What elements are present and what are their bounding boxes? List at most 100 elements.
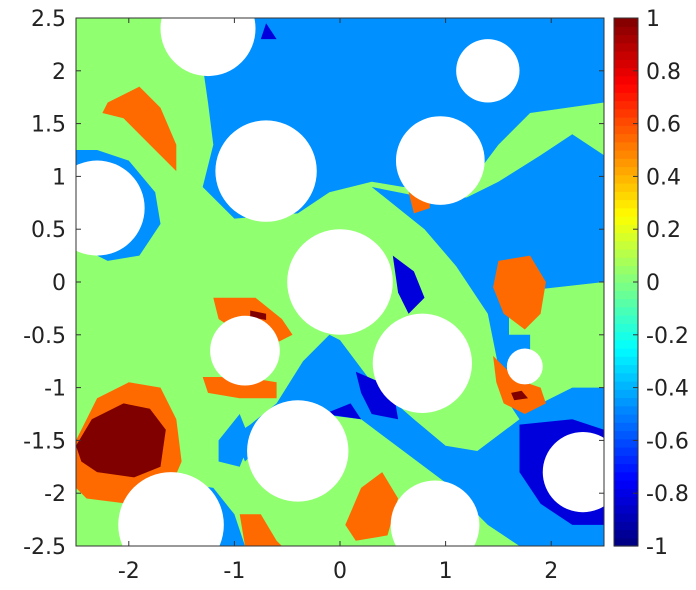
contour-region-4: [218, 414, 251, 467]
colorbar-swatch: [614, 397, 638, 407]
colorbar-swatch: [614, 463, 638, 473]
contour-region-15: [493, 355, 546, 414]
colorbar-tick-label: 0.4: [646, 165, 681, 190]
colorbar-swatch: [614, 480, 638, 489]
colorbar-tick-label: -1: [646, 535, 668, 560]
hole-12: [390, 480, 480, 546]
hole-6: [210, 315, 280, 386]
colorbar-swatch: [614, 273, 638, 283]
contour-region-10: [102, 86, 177, 172]
colorbar-tick-label: 0.6: [646, 113, 681, 138]
hole-2: [395, 116, 485, 205]
colorbar-swatch: [614, 59, 638, 69]
colorbar-swatch: [614, 282, 638, 291]
hole-11: [118, 472, 224, 546]
colorbar-swatch: [614, 372, 638, 382]
colorbar-swatch: [614, 496, 638, 506]
x-axis: -2 -1 0 1 2: [118, 18, 558, 584]
colorbar-swatch: [614, 265, 638, 275]
y-tick-label: -1.5: [23, 429, 66, 454]
x-tick-label: 0: [333, 559, 347, 584]
colorbar-swatch: [614, 108, 638, 118]
colorbar-swatch: [614, 158, 638, 168]
colorbar-swatch: [614, 298, 638, 308]
colorbar-swatch: [614, 26, 638, 36]
colorbar-swatch: [614, 191, 638, 201]
contour-region-6: [355, 371, 399, 420]
contour-region-21: [511, 390, 528, 401]
hole-8: [506, 348, 543, 385]
contour-region-5: [392, 255, 425, 314]
colorbar-swatch: [614, 67, 638, 77]
contour-region-16: [345, 472, 399, 541]
colorbar-tick-label: 1: [646, 7, 660, 32]
contour-region-14: [493, 255, 546, 330]
y-tick-label: 2.5: [31, 7, 66, 32]
contour-region-1: [234, 134, 604, 546]
colorbar-swatch: [614, 75, 638, 85]
colorbar-tick-label: -0.2: [646, 324, 689, 349]
y-tick-label: 2: [52, 60, 66, 85]
colorbar-tick-label: 0.8: [646, 60, 681, 85]
x-tick-label: 2: [544, 559, 558, 584]
colorbar-swatch: [614, 100, 638, 110]
colorbar-swatch: [614, 199, 638, 209]
x-tick-label: 1: [439, 559, 453, 584]
colorbar-swatch: [614, 51, 638, 60]
contour-region-9: [260, 23, 277, 40]
hole-10: [542, 431, 604, 513]
colorbar-swatch: [614, 422, 638, 432]
y-tick-label: -0.5: [23, 324, 66, 349]
colorbar-swatch: [614, 381, 638, 390]
hole-7: [372, 313, 473, 413]
x-tick-label: -2: [118, 559, 140, 584]
colorbar-swatch: [614, 504, 638, 514]
hole-1: [456, 39, 520, 103]
y-tick-label: -1: [44, 377, 66, 402]
colorbar-swatch: [614, 92, 638, 102]
y-tick-label: 0.5: [31, 218, 66, 243]
colorbar-swatch: [614, 447, 638, 456]
colorbar-swatch: [614, 389, 638, 399]
colorbar-swatch: [614, 356, 638, 366]
x-tick-label: -1: [223, 559, 245, 584]
colorbar-swatch: [614, 249, 638, 258]
y-tick-label: -2.5: [23, 535, 66, 560]
y-tick-label: 0: [52, 271, 66, 296]
colorbar-swatch: [614, 455, 638, 465]
colorbar-swatch: [614, 537, 638, 547]
colorbar-swatch: [614, 471, 638, 481]
colorbar: 1 0.8 0.6 0.4 0.2 0 -0.2 -0.4 -0.6 -0.8 -1: [613, 7, 689, 560]
y-tick-label: 1: [52, 165, 66, 190]
colorbar-swatch: [614, 529, 638, 539]
colorbar-tick-label: -0.4: [646, 377, 689, 402]
colorbar-swatch: [614, 240, 638, 250]
colorbar-swatch: [614, 84, 638, 93]
colorbar-swatch: [614, 183, 638, 192]
y-tick-label: 1.5: [31, 113, 66, 138]
colorbar-swatch: [614, 257, 638, 267]
contour-region-20: [250, 310, 267, 320]
colorbar-swatch: [614, 216, 638, 225]
colorbar-tick-label: -0.6: [646, 429, 689, 454]
colorbar-swatch: [614, 488, 638, 498]
colorbar-swatch: [614, 331, 638, 341]
colorbar-swatch: [614, 348, 638, 357]
colorbar-swatch: [614, 141, 638, 151]
colorbar-swatch: [614, 166, 638, 176]
colorbar-swatch: [614, 18, 638, 27]
plot-area: [76, 18, 604, 546]
colorbar-swatch: [614, 339, 638, 349]
colorbar-swatch: [614, 224, 638, 234]
contour-region-19: [76, 403, 166, 478]
hole-0: [160, 18, 256, 77]
colorbar-swatch: [614, 513, 638, 522]
colorbar-swatch: [614, 42, 638, 52]
colorbar-swatch: [614, 150, 638, 159]
colorbar-swatch: [614, 232, 638, 242]
hole-5: [287, 229, 393, 335]
colorbar-swatch: [614, 207, 638, 217]
hole-4: [76, 160, 145, 256]
